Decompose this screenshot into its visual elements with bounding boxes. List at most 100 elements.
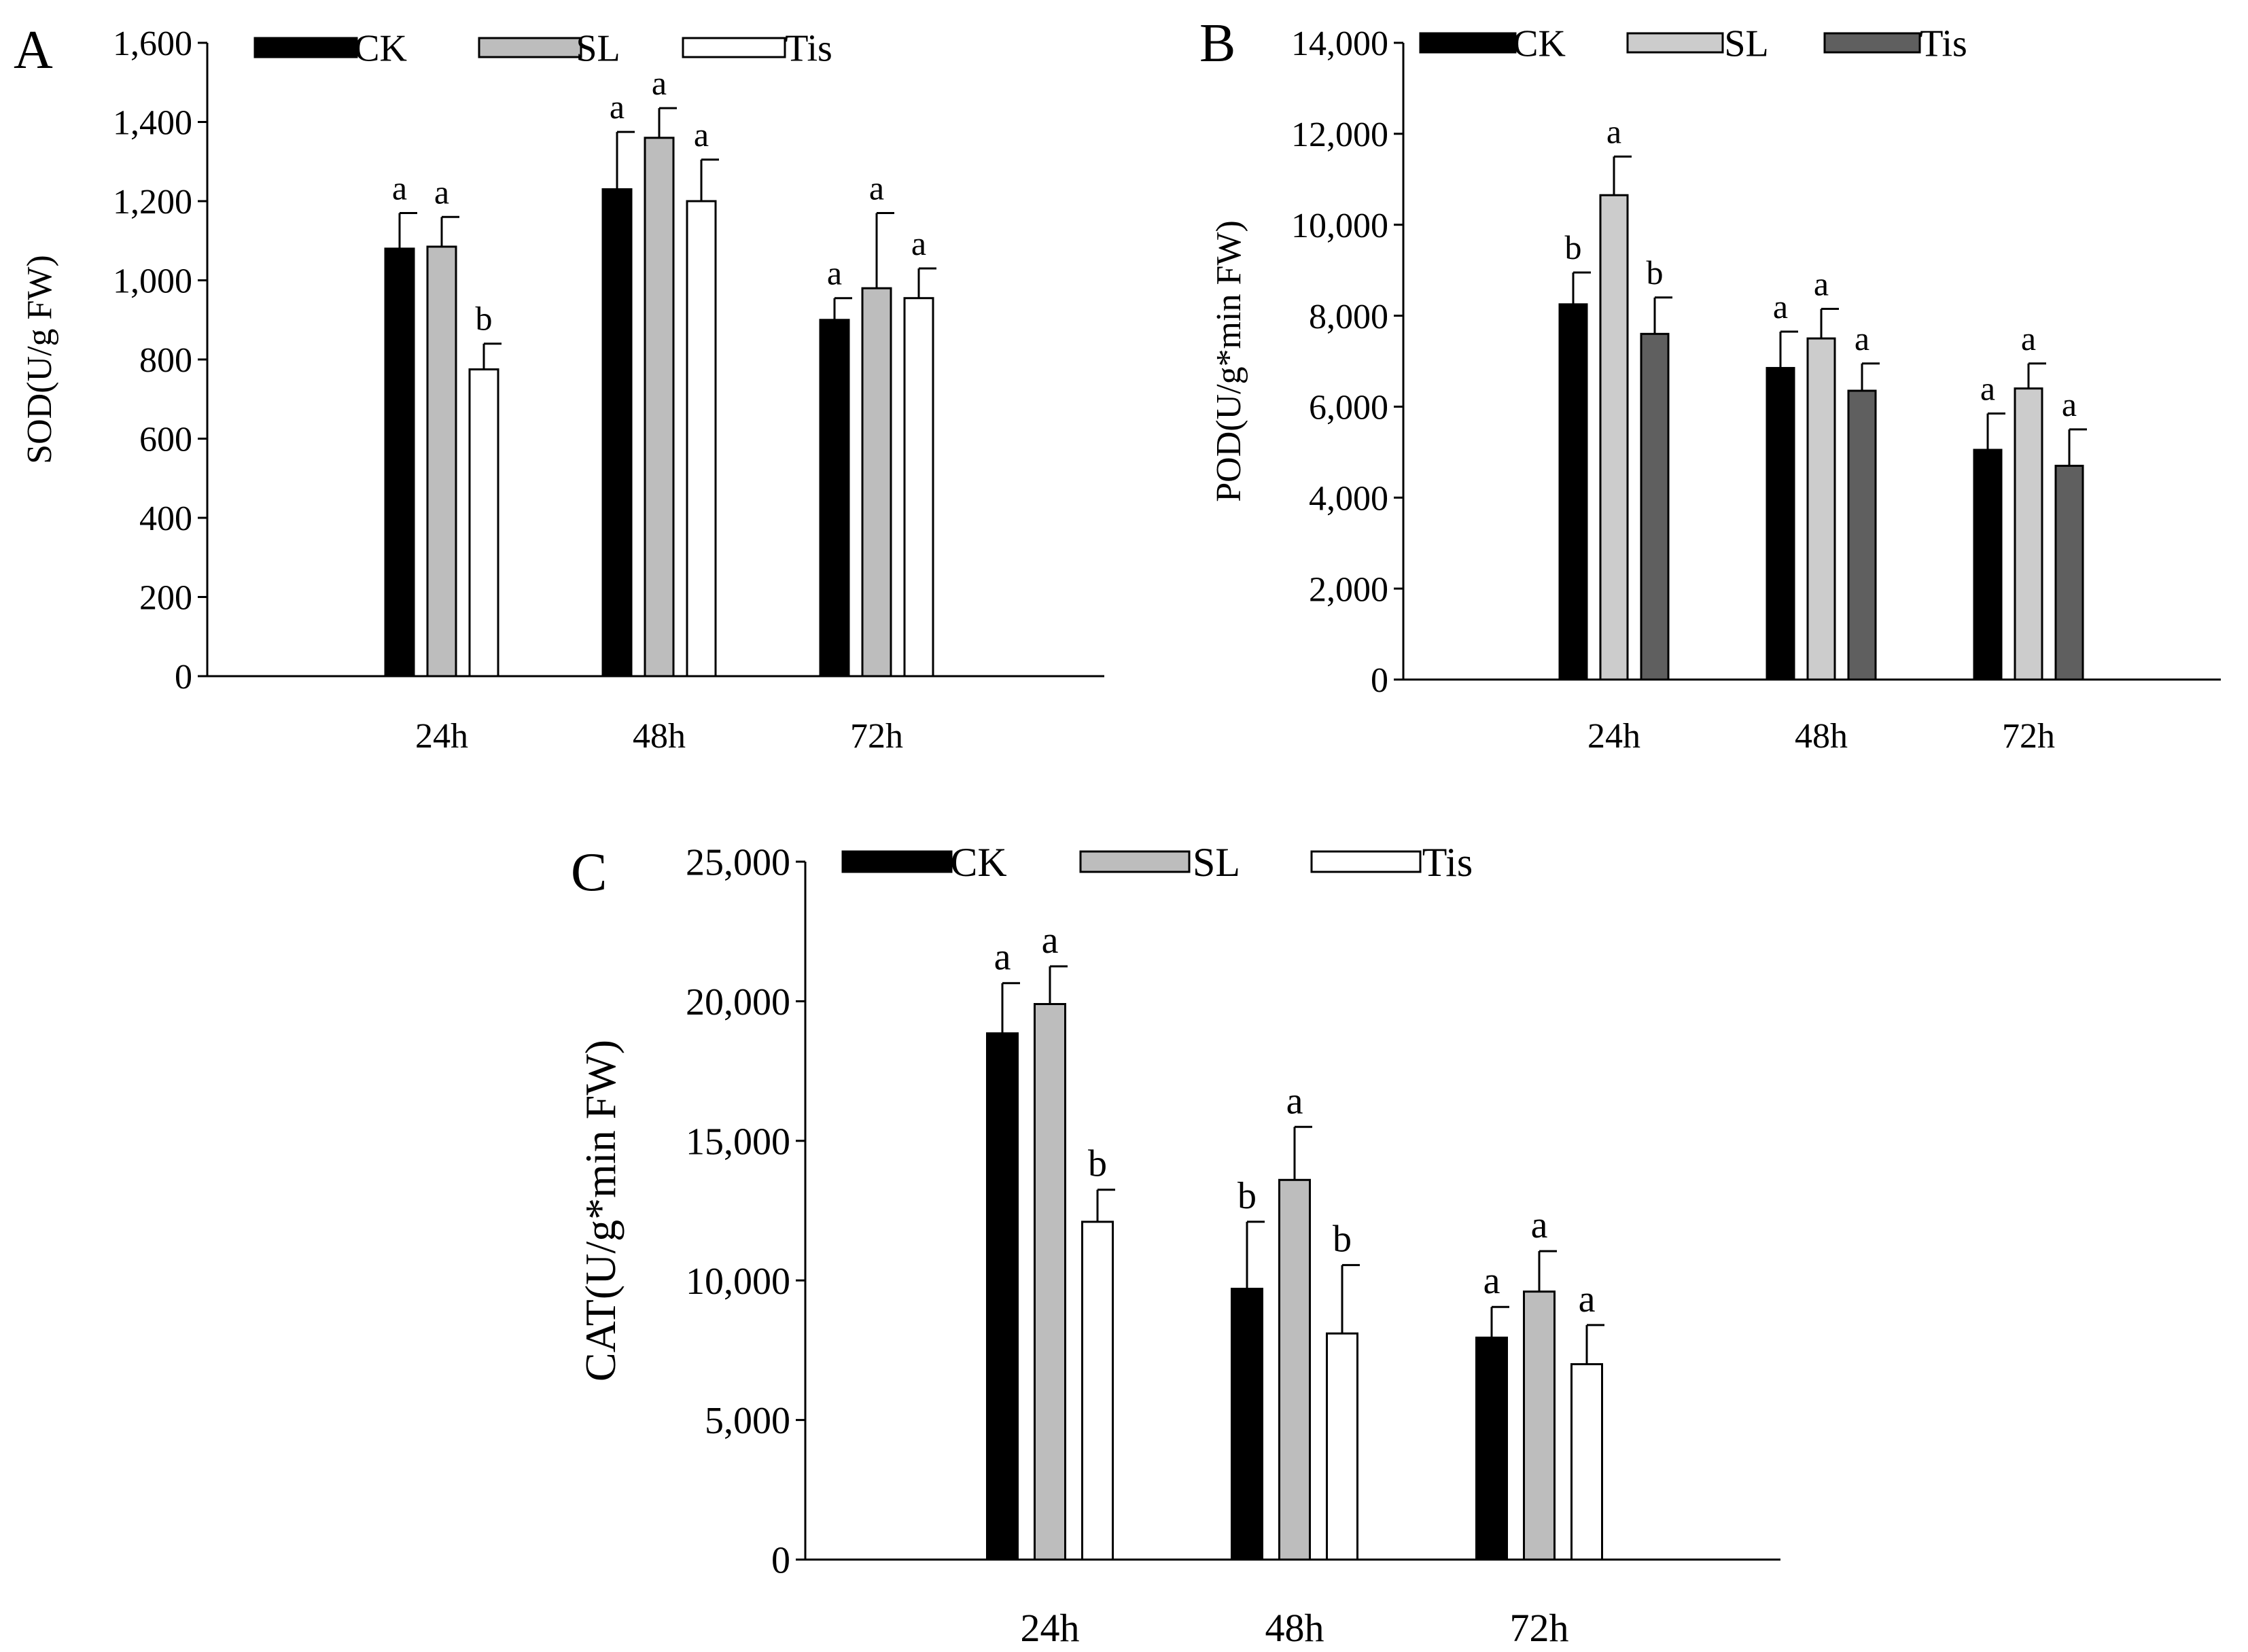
y-tick-label: 10,000	[686, 1261, 790, 1303]
x-tick-label: 48h	[633, 717, 686, 756]
significance-letter: a	[1606, 112, 1621, 150]
chart-panel-cat: C 0 5,000 10,000 15,000 20,000 25,000 CAT(U/g*m…	[571, 840, 1780, 1650]
significance-letter: a	[911, 224, 926, 262]
y-tick-label: 600	[139, 421, 192, 459]
y-tick-label: 0	[1371, 661, 1388, 700]
significance-letter: a	[1483, 1260, 1500, 1302]
x-tick-label: 24h	[415, 717, 468, 756]
x-tick-label: 24h	[1021, 1606, 1080, 1650]
significance-letter: a	[994, 936, 1011, 979]
y-tick-label: 12,000	[1291, 116, 1388, 154]
panel-label: A	[14, 20, 53, 80]
chart-panel-sod: A 0 200 400 600 800 1,000 1,200 1,400 1,600 SOD(U/…	[14, 20, 1104, 756]
y-tick-label: 20,000	[686, 981, 790, 1023]
significance-letter: b	[1565, 228, 1582, 266]
y-tick-label: 1,400	[113, 104, 192, 143]
bar-tis	[1326, 1332, 1358, 1561]
significance-letter: b	[476, 300, 493, 338]
x-tick-label: 72h	[850, 717, 903, 756]
significance-letter: a	[1814, 265, 1829, 303]
bar-sl	[861, 287, 892, 678]
significance-letter: b	[1647, 253, 1664, 292]
bar-ck	[1475, 1336, 1508, 1561]
bar-tis	[1640, 332, 1670, 681]
legend-label-ck: CK	[1513, 23, 1566, 65]
bar-ck	[986, 1032, 1019, 1561]
y-tick-label: 200	[139, 579, 192, 618]
bar-sl	[644, 137, 675, 678]
significance-letter: a	[827, 254, 842, 292]
legend-swatch-sl	[1079, 850, 1191, 873]
y-tick-label: 1,200	[113, 183, 192, 222]
significance-letter: b	[1088, 1143, 1107, 1185]
bar-tis	[1847, 389, 1877, 681]
bar-sl	[1034, 1003, 1066, 1561]
legend-swatch-sl	[478, 37, 582, 58]
legend-swatch-ck	[253, 37, 358, 58]
legend-label-sl: SL	[1724, 23, 1768, 65]
legend-swatch-ck	[841, 850, 953, 873]
significance-letter: a	[1531, 1204, 1548, 1246]
y-tick-label: 400	[139, 499, 192, 538]
bar-tis	[468, 368, 499, 678]
y-axis-label: POD(U/g*min FW)	[1210, 220, 1248, 502]
bar-tis	[1081, 1220, 1114, 1561]
bar-sl	[1278, 1178, 1311, 1561]
legend-label-sl: SL	[1193, 840, 1240, 885]
y-tick-label: 10,000	[1291, 207, 1388, 245]
significance-letter: a	[1773, 287, 1788, 326]
significance-letter: a	[2062, 385, 2077, 423]
y-tick-label: 14,000	[1291, 24, 1388, 63]
y-tick-label: 25,000	[686, 842, 790, 884]
significance-letter: b	[1237, 1175, 1257, 1217]
y-tick-label: 1,000	[113, 262, 192, 301]
significance-letter: b	[1333, 1218, 1352, 1261]
x-tick-label: 24h	[1587, 717, 1640, 756]
significance-letter: a	[694, 116, 709, 154]
significance-letter: a	[1980, 369, 1995, 407]
x-tick-label: 48h	[1265, 1606, 1324, 1650]
bar-ck	[1973, 449, 2003, 681]
y-tick-label: 8,000	[1309, 298, 1388, 336]
y-tick-label: 1,600	[113, 24, 192, 63]
y-tick-label: 0	[771, 1540, 790, 1582]
y-tick-label: 0	[175, 658, 192, 697]
significance-letter: a	[434, 173, 449, 211]
bar-tis	[903, 297, 934, 678]
legend-swatch-tis	[1823, 32, 1921, 54]
significance-letter: a	[392, 169, 407, 207]
bar-tis	[2054, 464, 2084, 681]
bar-sl	[1806, 337, 1836, 681]
bar-sl	[2014, 387, 2043, 681]
y-axis-label: SOD(U/g FW)	[20, 255, 59, 464]
bar-ck	[1766, 367, 1795, 681]
legend-swatch-sl	[1626, 32, 1724, 54]
significance-letter: a	[1579, 1278, 1596, 1320]
y-tick-label: 4,000	[1309, 479, 1388, 518]
significance-letter: a	[652, 64, 667, 102]
legend-label-ck: CK	[354, 28, 407, 70]
x-tick-label: 72h	[2002, 717, 2055, 756]
bar-sl	[1523, 1290, 1556, 1561]
legend-swatch-tis	[682, 37, 786, 58]
bar-ck	[819, 319, 850, 678]
legend-label-sl: SL	[576, 28, 620, 70]
y-tick-label: 15,000	[686, 1121, 790, 1163]
bar-ck	[384, 247, 415, 678]
significance-letter: a	[1042, 919, 1059, 962]
bar-ck	[1558, 303, 1588, 681]
bar-ck	[1231, 1288, 1263, 1561]
bar-tis	[1570, 1363, 1603, 1561]
legend-label-ck: CK	[950, 840, 1006, 885]
y-tick-label: 2,000	[1309, 570, 1388, 609]
significance-letter: a	[2021, 319, 2036, 357]
significance-letter: a	[610, 88, 625, 126]
bar-ck	[601, 188, 633, 678]
legend-label-tis: Tis	[785, 28, 832, 70]
x-tick-label: 72h	[1510, 1606, 1569, 1650]
y-tick-label: 5,000	[705, 1400, 790, 1442]
legend-label-tis: Tis	[1920, 23, 1967, 65]
bar-sl	[426, 245, 457, 678]
y-tick-label: 800	[139, 341, 192, 380]
